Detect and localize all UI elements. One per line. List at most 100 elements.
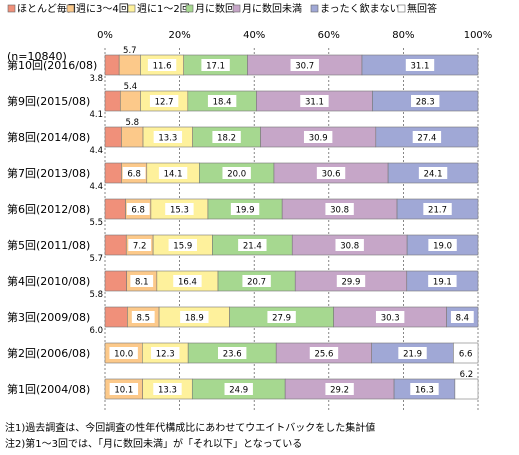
data-label: 8.5 xyxy=(136,314,150,324)
data-label-box xyxy=(224,383,253,395)
data-label: 5.8 xyxy=(125,118,139,128)
category-label: 第1回(2004/08) xyxy=(7,382,90,396)
x-tick-label: 0% xyxy=(97,30,113,41)
data-label: 12.7 xyxy=(155,98,174,108)
data-label: 4.4 xyxy=(89,182,103,192)
data-label-box xyxy=(267,311,296,323)
data-label: 12.3 xyxy=(156,350,175,360)
legend-entry: 週に1～2回 xyxy=(137,3,190,15)
data-label-box xyxy=(222,167,251,179)
data-label-box xyxy=(128,239,152,251)
data-label: 7.2 xyxy=(133,242,147,252)
data-label: 30.9 xyxy=(309,134,328,144)
data-label-box xyxy=(398,347,427,359)
data-label: 31.1 xyxy=(305,98,324,108)
data-label-box xyxy=(411,95,440,107)
data-label: 10.0 xyxy=(114,350,133,360)
data-label: 23.6 xyxy=(223,350,242,360)
data-label: 29.2 xyxy=(330,386,349,396)
data-label-box xyxy=(207,95,237,107)
bar-segment xyxy=(104,90,121,112)
legend-entry: 無回答 xyxy=(407,2,437,15)
data-label-box xyxy=(109,383,139,395)
bar-segment xyxy=(454,378,479,400)
data-label: 27.9 xyxy=(272,314,291,324)
data-label: 16.4 xyxy=(178,278,197,288)
note-2: 注2)第1～3回では、「月に数回未満」が「それ以下」となっている xyxy=(5,437,302,450)
legend-swatch xyxy=(66,4,75,13)
legend-entry: まったく飲まない xyxy=(320,2,400,15)
note-1: 注1)過去調査は、今回調査の性年代構成比にあわせてウエイトバックをした集計値 xyxy=(5,421,375,434)
data-label: 31.1 xyxy=(411,62,430,72)
bar-segment xyxy=(104,126,122,148)
data-label: 13.3 xyxy=(158,134,177,144)
data-label-box xyxy=(201,59,230,71)
data-label: 20.0 xyxy=(227,170,246,180)
data-label-box xyxy=(410,383,439,395)
data-label-box xyxy=(242,275,271,287)
data-label: 14.1 xyxy=(164,170,183,180)
data-label: 15.3 xyxy=(170,206,189,216)
data-label: 6.8 xyxy=(131,206,145,216)
legend-swatch xyxy=(7,4,16,13)
data-label-box xyxy=(428,275,457,287)
category-labels: 第10回(2016/08) 第9回(2015/08) 第8回(2014/08) 第7回… xyxy=(7,58,97,396)
data-label-box xyxy=(412,131,442,143)
data-label: 18.9 xyxy=(185,314,204,324)
data-label: 30.8 xyxy=(330,206,349,216)
data-label: 11.6 xyxy=(153,62,172,72)
data-label-box xyxy=(173,275,202,287)
x-tick-label: 80% xyxy=(392,30,414,41)
category-label: 第2回(2006/08) xyxy=(7,346,90,360)
data-label-box xyxy=(212,131,241,143)
bar-segment xyxy=(121,126,144,148)
data-label: 19.9 xyxy=(236,206,255,216)
data-label: 25.6 xyxy=(314,350,333,360)
data-label-box xyxy=(230,203,260,215)
data-label: 8.1 xyxy=(135,278,149,288)
legend-swatch xyxy=(310,4,319,13)
data-label: 8.4 xyxy=(456,314,470,324)
data-label: 6.6 xyxy=(459,350,473,360)
data-label-box xyxy=(336,275,366,287)
data-label-box xyxy=(153,131,183,143)
data-label-box xyxy=(303,131,333,143)
bar-segment xyxy=(104,270,127,292)
data-label: 30.8 xyxy=(340,242,359,252)
data-label-box xyxy=(325,203,354,215)
category-label: 第6回(2012/08) xyxy=(7,202,90,216)
data-label: 4.1 xyxy=(89,110,103,120)
category-label: 第10回(2016/08) xyxy=(7,58,97,72)
bar-segment xyxy=(104,54,120,76)
bar-segment xyxy=(119,90,141,112)
data-label-box xyxy=(158,167,188,179)
data-label-box xyxy=(325,383,354,395)
data-label-box xyxy=(131,311,155,323)
legend-swatch xyxy=(397,4,406,13)
data-label: 21.4 xyxy=(243,242,262,252)
legend-swatch xyxy=(185,4,194,13)
category-label: 第5回(2011/08) xyxy=(7,238,90,252)
data-label-box xyxy=(180,311,209,323)
data-label: 6.0 xyxy=(89,326,103,336)
legend: ほとんど毎日 週に3～4回 週に1～2回 月に数回 月に数回未満 まったく飲まない 無回答 xyxy=(7,2,437,15)
data-label-box xyxy=(153,383,182,395)
data-label: 5.8 xyxy=(89,290,103,300)
data-labels: 3.8 5.7 11.6 17.1 30.7 31.1 4.1 5.4 12.7 18.4 31.1… xyxy=(89,46,478,396)
legend-entry: 週に3～4回 xyxy=(76,3,129,15)
data-label-box xyxy=(151,347,180,359)
data-label-box xyxy=(405,59,435,71)
bar-segment xyxy=(104,306,128,328)
data-label: 18.2 xyxy=(217,134,236,144)
data-label: 30.7 xyxy=(295,62,314,72)
data-label: 5.7 xyxy=(123,46,137,56)
bar-segment xyxy=(104,198,126,220)
legend-entry: 月に数回 xyxy=(195,2,235,15)
data-label: 4.4 xyxy=(89,146,103,156)
data-label-box xyxy=(149,95,179,107)
x-axis-ticks: 0% 20% 40% 60% 80% 100% xyxy=(97,30,492,41)
data-label-box xyxy=(290,59,319,71)
data-label-box xyxy=(428,239,457,251)
bar-segment xyxy=(104,162,122,184)
